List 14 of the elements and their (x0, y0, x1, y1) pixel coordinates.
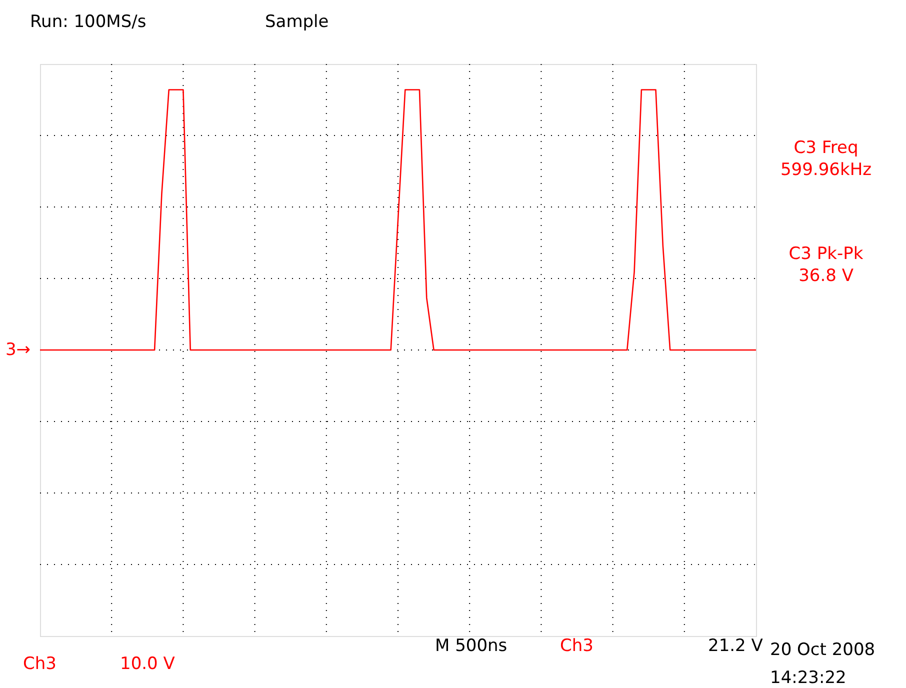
text: Ch3 (23, 654, 56, 674)
text: 14:23:22 (770, 668, 846, 688)
text: 20 Oct 2008 (770, 640, 876, 660)
text: C3 Pk-Pk (788, 244, 864, 264)
chart-title: Run: 100MS/s (30, 12, 146, 32)
text: 3→ (5, 340, 31, 360)
text: C3 Freq (794, 138, 858, 158)
text: 36.8 V (798, 266, 854, 286)
text: 21.2 V (708, 636, 764, 656)
text: 10.0 V (120, 654, 176, 674)
chart-subtitle: Sample (265, 12, 329, 32)
text: Ch3 (560, 636, 594, 656)
text: M 500ns (435, 636, 508, 656)
text: 599.96kHz (780, 160, 872, 180)
